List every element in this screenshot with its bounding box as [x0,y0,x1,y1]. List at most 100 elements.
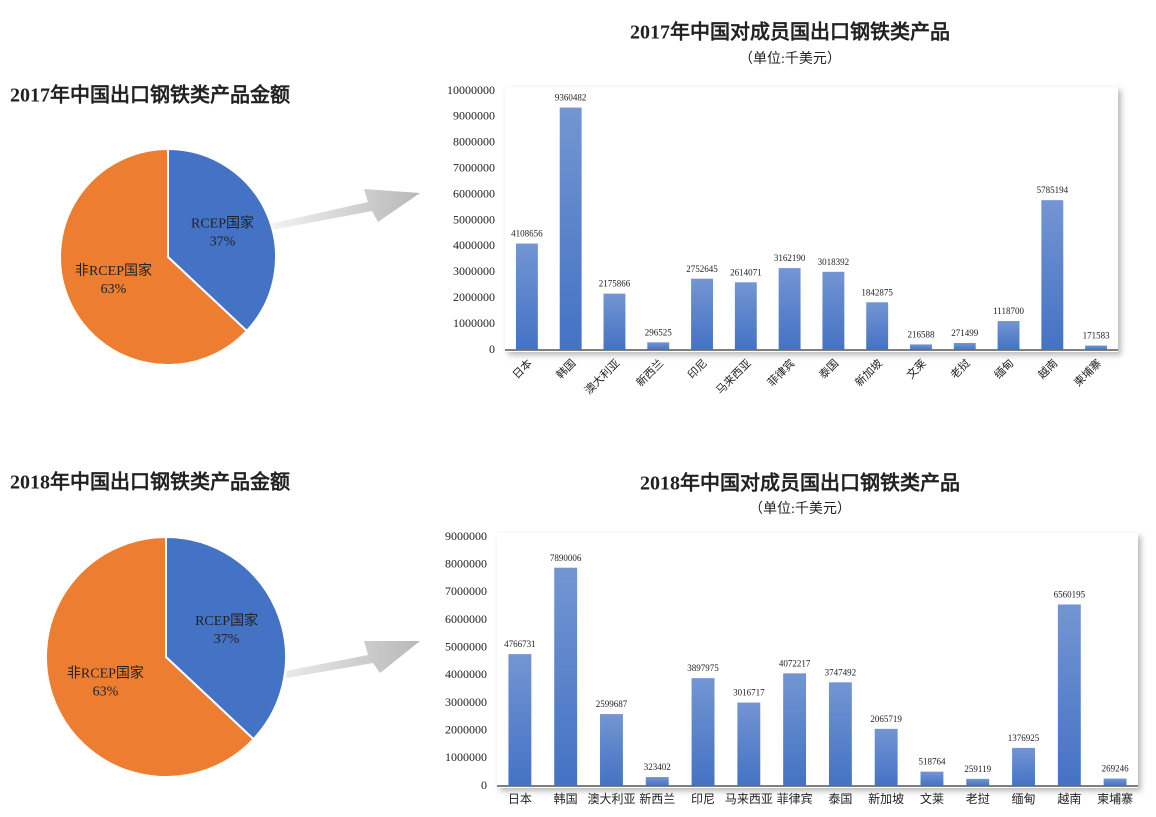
slice-label: RCEP国家 [195,612,258,629]
x-tick-label: 缅甸 [991,356,1016,381]
bar [910,344,932,350]
bar [559,107,582,351]
y-tick-label: 8000000 [453,135,495,149]
y-tick-label: 7000000 [445,584,487,598]
value-label: 216588 [907,329,935,339]
y-tick-label: 7000000 [453,160,495,174]
value-label: 1376925 [1008,733,1040,743]
x-tick-label: 印尼 [691,792,715,806]
y-tick-label: 5000000 [453,212,495,226]
value-label: 4108656 [511,229,543,239]
x-tick-label: 泰国 [816,356,841,381]
value-label: 323402 [644,762,671,772]
x-tick-label: 缅甸 [1012,792,1036,806]
value-label: 259119 [964,764,991,774]
pie-slice [165,535,287,741]
x-tick-label: 柬埔寨 [1097,791,1133,806]
bar [953,342,976,350]
x-tick-label: 印尼 [685,357,710,382]
y-tick-label: 9000000 [445,529,487,543]
bar [734,282,757,350]
value-label: 7890006 [550,553,582,563]
x-tick-label: 韩国 [553,356,578,381]
y-tick-label: 5000000 [445,639,487,653]
value-label: 296525 [645,327,673,337]
y-tick-label: 0 [481,778,487,792]
chart-title: 2018年中国对成员国出口钢铁类产品 [640,471,960,495]
bar [828,682,852,786]
x-tick-label: 日本 [508,792,532,806]
value-label: 1842875 [861,287,893,297]
slice-value-label: 37% [210,235,236,250]
bar [874,728,898,786]
bar [1012,747,1035,786]
pie-slice [59,147,249,366]
slice-value-label: 63% [101,282,127,297]
bar [920,771,944,786]
chart-title: 2017年中国出口钢铁类产品金额 [10,83,290,107]
bar [783,673,807,786]
value-label: 2175866 [599,279,631,289]
y-tick-label: 4000000 [453,238,495,252]
value-label: 3162190 [774,253,806,263]
bar [1085,345,1108,350]
x-tick-label: 新加坡 [868,791,904,806]
x-tick-label: 韩国 [554,791,578,806]
chart-subtitle: （单位:千美元） [749,501,851,517]
x-tick-label: 文莱 [920,791,944,806]
plot-frame [497,533,1138,788]
x-tick-label: 菲律宾 [777,791,813,806]
bar [866,302,889,350]
y-tick-label: 1000000 [445,750,487,764]
y-tick-label: 6000000 [453,186,495,200]
value-label: 3747492 [825,667,857,677]
bar [966,778,990,786]
bar [647,342,670,350]
bar [1103,778,1127,786]
x-tick-label: 新西兰 [633,356,666,389]
y-tick-label: 3000000 [453,264,495,278]
value-label: 269246 [1102,764,1130,774]
value-label: 3018392 [818,257,850,267]
slice-label: 非RCEP国家 [75,262,152,279]
bar [515,243,538,350]
bar [1041,200,1064,350]
bar [691,678,715,786]
y-tick-label: 2000000 [445,722,487,736]
bar [997,321,1020,350]
value-label: 6560195 [1054,590,1086,600]
value-label: 2614071 [730,267,762,277]
slice-value-label: 63% [93,684,119,699]
x-tick-label: 马来西亚 [725,792,773,806]
slice-label: 非RCEP国家 [67,664,144,681]
y-tick-label: 1000000 [453,316,495,330]
value-label: 2599687 [596,699,628,709]
bar [508,654,532,786]
slice-label: RCEP国家 [191,215,254,232]
value-label: 271499 [951,328,979,338]
bar [603,293,626,350]
pie-slice [45,535,255,778]
plot-frame [505,87,1118,352]
x-tick-label: 泰国 [828,792,852,806]
y-tick-label: 8000000 [445,556,487,570]
bar [1057,604,1081,786]
x-tick-label: 澳大利亚 [581,356,622,397]
y-tick-label: 6000000 [445,612,487,626]
x-tick-label: 新西兰 [639,791,675,806]
value-label: 3016717 [733,688,765,698]
y-tick-label: 10000000 [447,83,495,97]
value-label: 518764 [918,757,946,767]
value-label: 9360482 [555,93,587,103]
y-tick-label: 2000000 [453,290,495,304]
value-label: 4072217 [779,658,811,668]
value-label: 2752645 [686,264,718,274]
pie-slice [167,147,277,333]
value-label: 3897975 [687,663,719,673]
y-tick-label: 4000000 [445,667,487,681]
x-tick-label: 文莱 [903,356,928,381]
arrow [238,189,420,236]
x-tick-label: 马来西亚 [713,357,753,397]
y-tick-label: 0 [489,342,495,356]
